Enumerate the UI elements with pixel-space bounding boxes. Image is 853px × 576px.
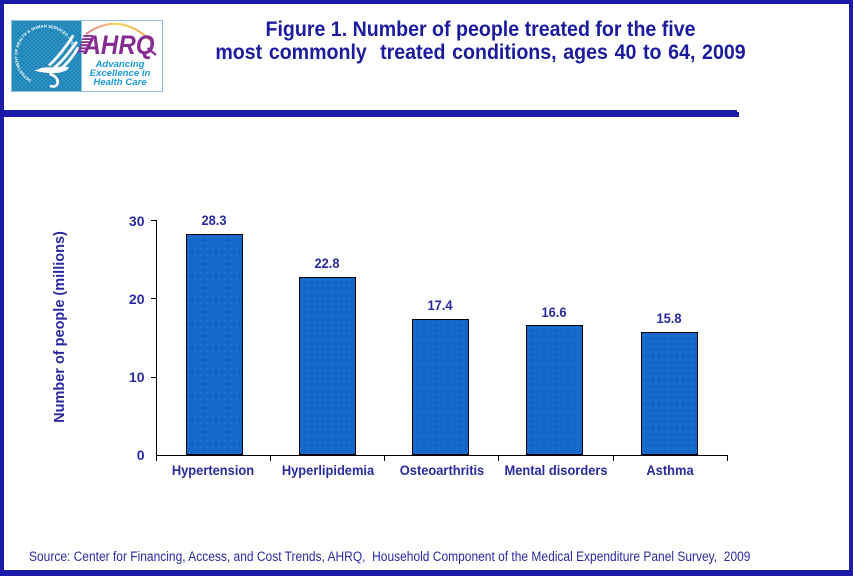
- svg-text:Advancing: Advancing: [94, 59, 144, 70]
- svg-text:Excellence in: Excellence in: [90, 68, 151, 79]
- svg-text:AHRQ: AHRQ: [83, 30, 155, 60]
- svg-text:Health Care: Health Care: [93, 77, 147, 88]
